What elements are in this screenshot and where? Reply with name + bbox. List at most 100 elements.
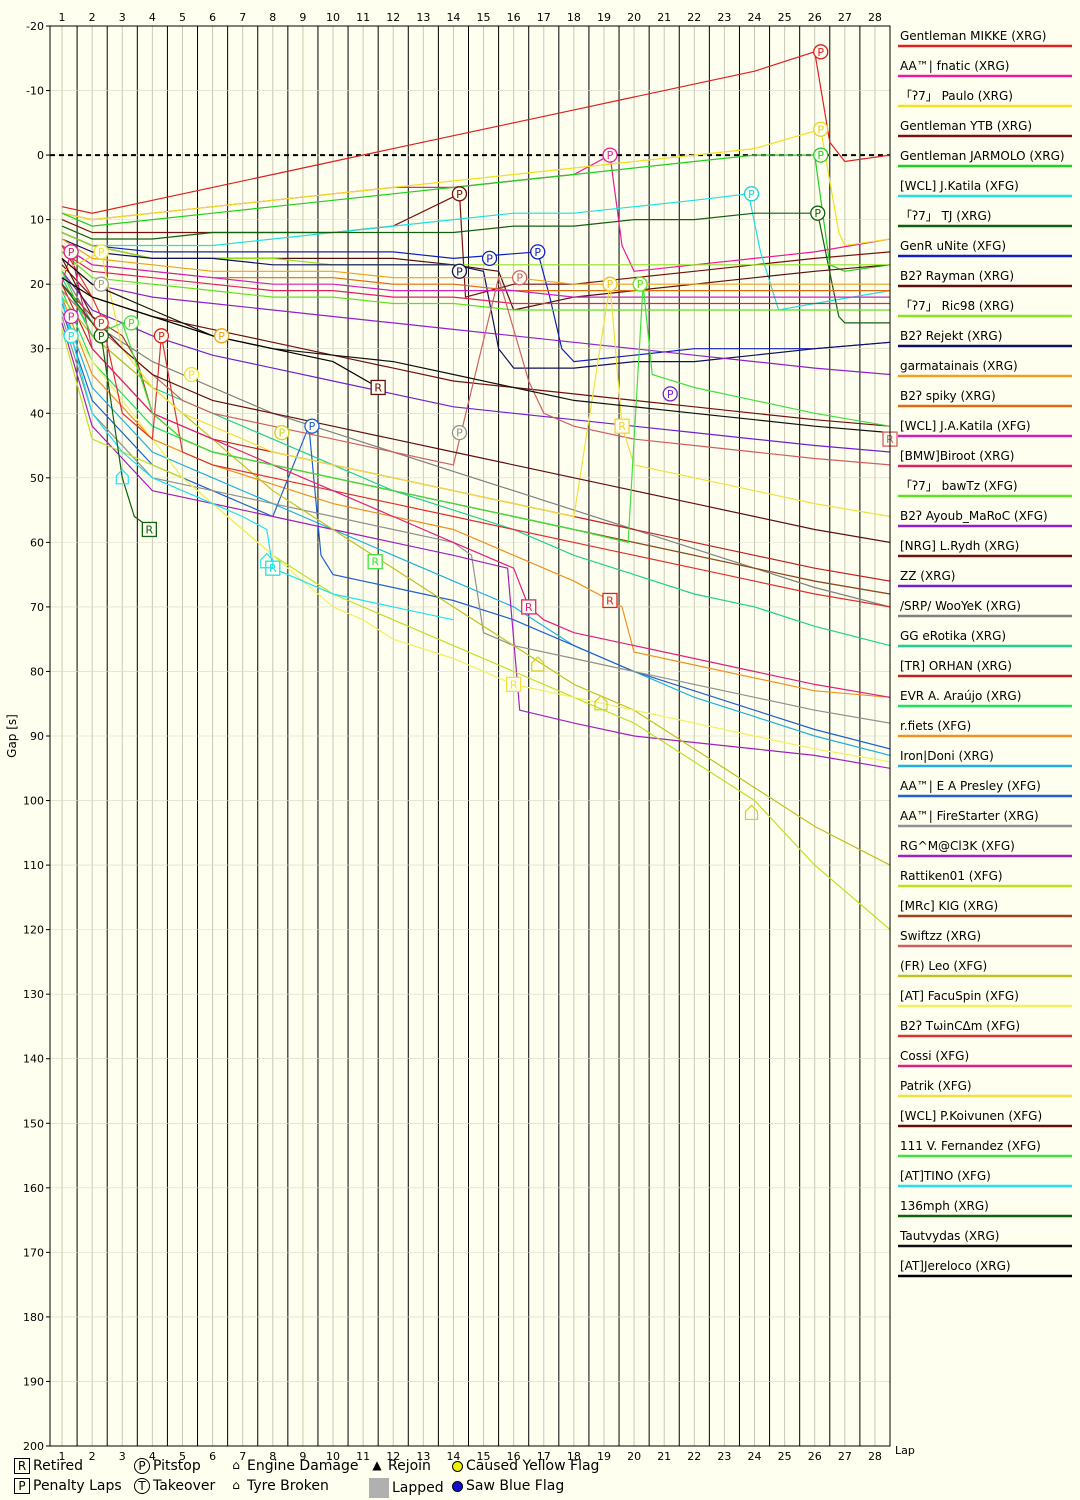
legend-entry-label: Gentleman YTB (XRG) bbox=[900, 119, 1032, 133]
x-tick-label: 9 bbox=[299, 1450, 306, 1463]
y-tick-label: 80 bbox=[30, 665, 44, 678]
series-line bbox=[61, 296, 454, 621]
event-marker: P bbox=[512, 270, 528, 286]
legend-entry-label: /SRP/ WooYeK (XRG) bbox=[900, 599, 1021, 613]
pitstop-marker bbox=[304, 418, 320, 434]
y-tick-label: -20 bbox=[26, 20, 44, 33]
event-marker: P bbox=[813, 44, 829, 60]
retired-marker-label: R bbox=[510, 678, 518, 691]
pitstop-marker bbox=[810, 205, 826, 221]
key-item: Caused Yellow Flag bbox=[452, 1458, 599, 1474]
x-tick-label: 4 bbox=[149, 1450, 156, 1463]
pitstop-marker-label: P bbox=[486, 252, 493, 265]
legend-entry-label: [WCL] J.A.Katila (XFG) bbox=[900, 419, 1031, 433]
x-tick-label: 13 bbox=[416, 1450, 430, 1463]
pitstop-marker bbox=[451, 263, 468, 279]
key-item: T Takeover bbox=[134, 1478, 215, 1494]
y-tick-label: 20 bbox=[30, 278, 44, 291]
key-label: Rejoin bbox=[388, 1458, 431, 1474]
x-tick-label: 1 bbox=[59, 1450, 66, 1463]
legend-entry-label: Swiftzz (XRG) bbox=[900, 929, 981, 943]
series-line bbox=[61, 128, 891, 247]
key-symbol-icon: ⌂ bbox=[232, 1458, 240, 1472]
retired-marker bbox=[602, 592, 618, 609]
key-symbol-icon: ⌂ bbox=[232, 1478, 240, 1492]
pitstop-marker-label: P bbox=[218, 330, 225, 343]
legend-entry-label: 「ʔ7」 TJ (XRG) bbox=[900, 209, 991, 223]
x-tick-label-top: 4 bbox=[149, 11, 156, 24]
legend-entry-label: [AT]TINO (XFG) bbox=[900, 1169, 991, 1183]
y-tick-label: 180 bbox=[23, 1311, 44, 1324]
pitstop-marker-label: P bbox=[309, 420, 316, 433]
series-line bbox=[61, 271, 891, 544]
x-tick-label: 7 bbox=[239, 1450, 246, 1463]
legend-entry-label: Gentleman MIKKE (XRG) bbox=[900, 29, 1046, 43]
pitstop-marker-label: P bbox=[607, 278, 614, 291]
pitstop-marker bbox=[813, 147, 829, 163]
legend-entry-label: (FR) Leo (XFG) bbox=[900, 959, 987, 973]
series-line bbox=[61, 251, 890, 305]
pitstop-marker-label: P bbox=[188, 369, 195, 382]
key-symbol-icon bbox=[452, 1460, 463, 1472]
y-tick-label: 90 bbox=[30, 730, 44, 743]
x-axis-label: Lap bbox=[895, 1444, 915, 1457]
key-item: Saw Blue Flag bbox=[452, 1478, 564, 1494]
key-symbol-icon: T bbox=[134, 1478, 150, 1494]
pitstop-marker-label: P bbox=[748, 188, 755, 201]
x-tick-label-top: 25 bbox=[778, 11, 792, 24]
x-tick-label-top: 5 bbox=[179, 11, 186, 24]
y-axis-label: Gap [s] bbox=[5, 714, 19, 758]
x-tick-label-top: 16 bbox=[507, 11, 521, 24]
x-tick-label: 20 bbox=[627, 1450, 641, 1463]
x-tick-label: 2 bbox=[89, 1450, 96, 1463]
y-tick-label: 200 bbox=[23, 1440, 44, 1453]
x-tick-label: 10 bbox=[326, 1450, 340, 1463]
x-tick-label: 14 bbox=[446, 1450, 460, 1463]
event-marker: P bbox=[451, 263, 468, 279]
x-tick-label-top: 21 bbox=[657, 11, 671, 24]
series-line bbox=[61, 283, 153, 530]
pitstop-marker bbox=[530, 244, 546, 260]
legend-entry-label: B2ʔ Rayman (XRG) bbox=[900, 269, 1014, 283]
series-line bbox=[61, 258, 891, 543]
x-tick-label-top: 15 bbox=[477, 11, 491, 24]
key-item: ⌂ Tyre Broken bbox=[228, 1478, 329, 1494]
legend-entry-label: garmatainais (XRG) bbox=[900, 359, 1018, 373]
x-tick-label-top: 6 bbox=[209, 11, 216, 24]
x-tick-label-top: 27 bbox=[838, 11, 852, 24]
pitstop-marker-label: P bbox=[158, 330, 165, 343]
key-symbol-icon: P bbox=[134, 1458, 150, 1474]
series-line bbox=[61, 251, 891, 518]
retired-marker bbox=[370, 379, 386, 396]
legend-entry-label: B2ʔ Ayoub_MaRoC (XFG) bbox=[900, 509, 1048, 523]
pitstop-marker bbox=[153, 328, 170, 344]
x-tick-label-top: 17 bbox=[537, 11, 551, 24]
y-tick-label: -10 bbox=[26, 85, 44, 98]
retired-marker bbox=[141, 521, 158, 538]
pitstop-marker bbox=[213, 328, 230, 344]
x-tick-label-top: 20 bbox=[627, 11, 641, 24]
event-marker: P bbox=[813, 147, 829, 163]
y-tick-label: 40 bbox=[30, 407, 44, 420]
y-tick-label: 30 bbox=[30, 343, 44, 356]
engine-damage-marker bbox=[260, 552, 274, 569]
event-marker: P bbox=[481, 250, 498, 267]
legend-entry-label: EVR A. Araújo (XRG) bbox=[900, 689, 1021, 703]
series-line bbox=[61, 303, 891, 756]
x-tick-label: 23 bbox=[717, 1450, 731, 1463]
key-label: Takeover bbox=[153, 1478, 216, 1494]
legend-entry-label: Iron|Doni (XRG) bbox=[900, 749, 994, 763]
series-line bbox=[61, 309, 891, 763]
event-marker: P bbox=[93, 244, 109, 260]
key-label: Tyre Broken bbox=[247, 1478, 329, 1494]
event-key: R Retired P Penalty Laps P Pitstop T Takeover ⌂ E… bbox=[14, 1458, 734, 1498]
pitstop-marker-label: P bbox=[128, 317, 135, 330]
event-marker: P bbox=[63, 308, 79, 325]
pitstop-marker-label: P bbox=[279, 427, 286, 440]
event-marker: R bbox=[602, 592, 618, 609]
event-marker: P bbox=[93, 276, 109, 292]
pitstop-marker bbox=[602, 147, 618, 163]
event-marker: R bbox=[614, 418, 630, 434]
